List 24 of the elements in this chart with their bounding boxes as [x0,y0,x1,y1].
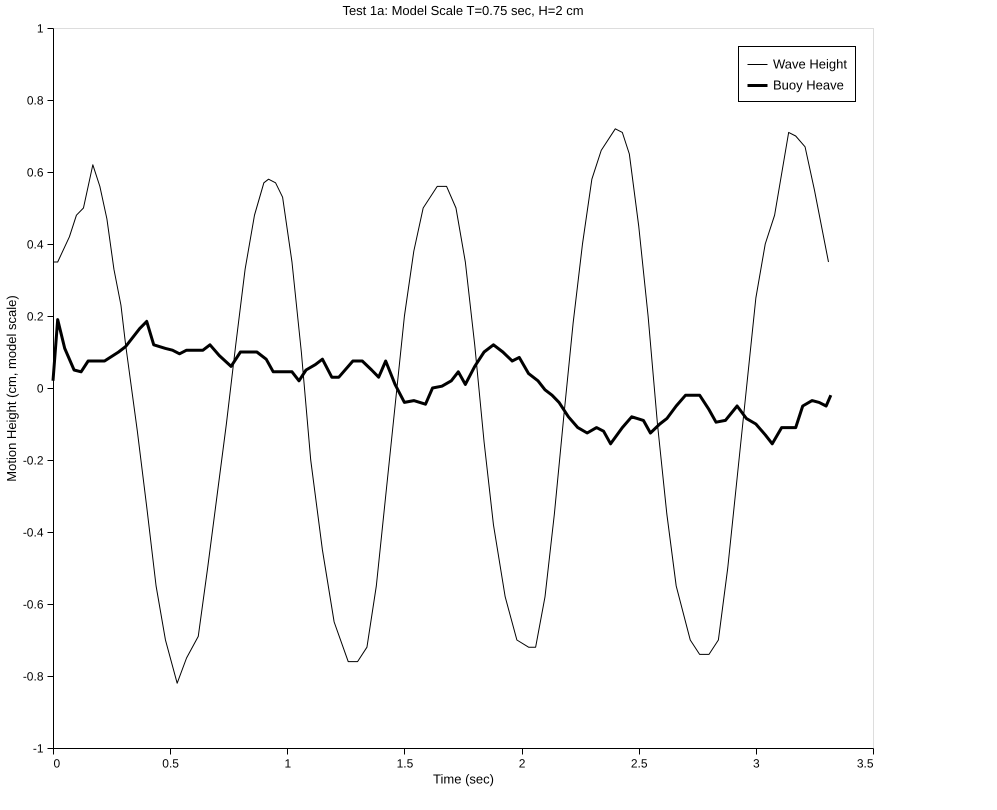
legend-label: Buoy Heave [773,78,844,92]
y-tick-label: 0.4 [26,238,44,252]
x-tick-label: 2.5 [630,756,648,770]
x-tick-label: 3.5 [856,756,874,770]
y-tick-label: -0.6 [22,598,44,612]
y-tick-label: -0.8 [22,670,44,684]
x-tick-label: 3 [753,756,760,770]
y-tick-label: 0.6 [26,166,44,180]
y-tick-label: 1 [36,22,44,36]
y-tick-label: -0.4 [22,526,44,540]
x-axis-title: Time (sec) [433,772,494,786]
x-tick-label: 2 [518,756,526,770]
x-tick-label: 1.5 [396,756,414,770]
y-tick-label: -0.2 [22,454,44,468]
y-tick-label: 0 [36,382,44,396]
y-tick-label: -1 [32,742,44,756]
y-axis-title: Motion Height (cm, model scale) [4,295,19,482]
x-tick-label: 1 [284,756,292,770]
chart-title: Test 1a: Model Scale T=0.75 sec, H=2 cm [342,3,584,18]
x-tick-label: 0.5 [162,756,180,770]
legend-label: Wave Height [773,56,848,72]
y-tick-label: 0.2 [26,310,44,324]
y-tick-label: 0.8 [26,94,44,108]
x-tick-label: 0 [54,756,60,770]
